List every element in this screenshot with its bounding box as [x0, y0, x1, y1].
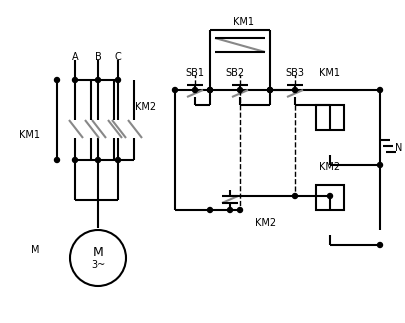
Text: A: A: [72, 52, 78, 62]
Circle shape: [377, 243, 382, 247]
Text: KM2: KM2: [255, 218, 276, 228]
Circle shape: [328, 193, 333, 199]
Circle shape: [377, 162, 382, 168]
Circle shape: [292, 88, 298, 92]
Text: KM1: KM1: [320, 68, 341, 78]
Text: SB1: SB1: [185, 68, 205, 78]
Circle shape: [173, 88, 177, 92]
Circle shape: [115, 158, 121, 162]
Circle shape: [72, 78, 77, 82]
Circle shape: [96, 78, 100, 82]
Circle shape: [207, 88, 213, 92]
Text: N: N: [395, 143, 403, 153]
Circle shape: [207, 207, 213, 213]
Circle shape: [72, 158, 77, 162]
Bar: [316, 105, 344, 130]
Text: B: B: [95, 52, 101, 62]
Circle shape: [228, 207, 232, 213]
Text: SB3: SB3: [286, 68, 305, 78]
Bar: [316, 185, 344, 210]
Circle shape: [377, 88, 382, 92]
Circle shape: [237, 207, 243, 213]
Text: KM2: KM2: [135, 102, 156, 112]
Circle shape: [237, 88, 243, 92]
Circle shape: [96, 158, 100, 162]
Circle shape: [192, 88, 198, 92]
Text: KM1: KM1: [232, 17, 254, 27]
Circle shape: [55, 158, 60, 162]
Circle shape: [267, 88, 273, 92]
Text: SB2: SB2: [226, 68, 245, 78]
Text: KM2: KM2: [320, 162, 341, 172]
Circle shape: [267, 88, 273, 92]
Text: C: C: [115, 52, 122, 62]
Text: KM1: KM1: [19, 130, 40, 140]
Circle shape: [55, 78, 60, 82]
Text: M: M: [93, 245, 103, 258]
Circle shape: [207, 88, 213, 92]
Circle shape: [292, 193, 298, 199]
Circle shape: [70, 230, 126, 286]
Text: M: M: [31, 245, 39, 255]
Circle shape: [115, 78, 121, 82]
Text: 3~: 3~: [91, 260, 105, 270]
